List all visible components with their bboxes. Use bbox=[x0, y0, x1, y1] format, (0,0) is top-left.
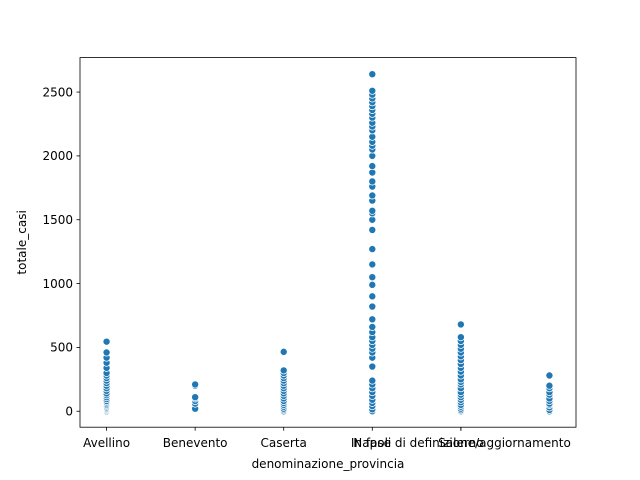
data-point bbox=[279, 347, 288, 356]
data-point bbox=[368, 191, 377, 200]
data-point bbox=[368, 162, 377, 171]
x-tick-label: Avellino bbox=[83, 436, 130, 450]
y-tick-label: 0 bbox=[65, 405, 73, 419]
y-tick-label: 1000 bbox=[42, 277, 73, 291]
data-point bbox=[102, 348, 111, 357]
data-point bbox=[368, 225, 377, 234]
y-axis: 0 500 1000 1500 2000 2500 bbox=[42, 85, 80, 419]
data-point bbox=[191, 393, 200, 402]
data-point bbox=[368, 273, 377, 282]
y-tick-label: 2500 bbox=[42, 85, 73, 99]
data-points bbox=[102, 70, 554, 416]
x-tick-label: Caserta bbox=[261, 436, 307, 450]
x-tick-label: Salerno bbox=[438, 436, 483, 450]
x-axis-label: denominazione_provincia bbox=[252, 457, 405, 471]
data-point bbox=[368, 86, 377, 95]
data-point bbox=[456, 333, 465, 342]
data-point bbox=[545, 371, 554, 380]
data-point bbox=[368, 302, 377, 311]
plot-frame bbox=[79, 57, 577, 428]
data-point bbox=[279, 366, 288, 375]
y-axis-label: totale_casi bbox=[15, 210, 29, 274]
x-tick-label: In fase di definizione/aggiornamento bbox=[351, 436, 571, 450]
data-point bbox=[368, 362, 377, 371]
data-point bbox=[368, 260, 377, 269]
y-tick-label: 500 bbox=[50, 341, 73, 355]
data-point bbox=[545, 381, 554, 390]
data-point bbox=[191, 380, 200, 389]
data-point bbox=[368, 70, 377, 79]
data-point bbox=[368, 315, 377, 324]
x-tick-label: Napoli bbox=[353, 436, 391, 450]
data-point bbox=[368, 177, 377, 186]
data-point bbox=[368, 245, 377, 254]
y-tick-label: 1500 bbox=[42, 213, 73, 227]
data-point bbox=[102, 337, 111, 346]
data-point bbox=[368, 322, 377, 331]
data-point bbox=[368, 280, 377, 289]
y-tick-label: 2000 bbox=[42, 149, 73, 163]
data-point bbox=[368, 292, 377, 301]
data-point bbox=[368, 376, 377, 385]
x-tick-label: Benevento bbox=[163, 436, 228, 450]
data-point bbox=[456, 320, 465, 329]
data-point bbox=[368, 206, 377, 215]
